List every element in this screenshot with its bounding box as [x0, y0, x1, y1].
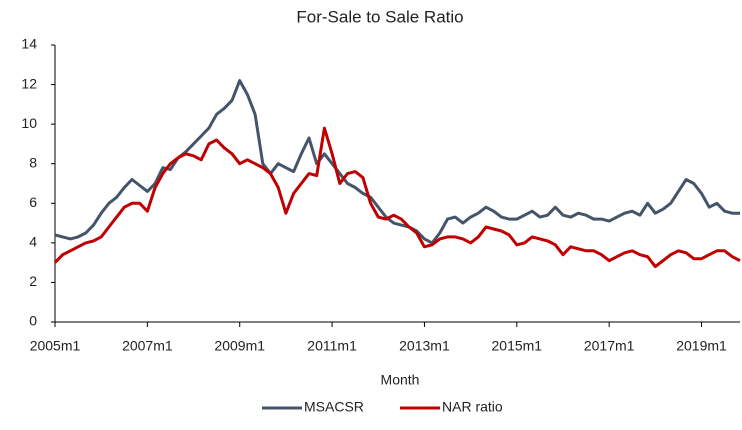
- y-tick-label: 0: [29, 313, 37, 329]
- y-tick-label: 10: [21, 115, 37, 131]
- y-tick-label: 6: [29, 194, 37, 210]
- chart-title: For-Sale to Sale Ratio: [296, 7, 463, 26]
- y-tick-label: 2: [29, 273, 37, 289]
- x-tick-label: 2019m1: [676, 338, 727, 354]
- y-tick-label: 12: [21, 75, 37, 91]
- y-tick-label: 8: [29, 154, 37, 170]
- x-axis-label: Month: [381, 372, 420, 388]
- y-tick-label: 4: [29, 234, 37, 250]
- legend-label: NAR ratio: [442, 399, 503, 415]
- x-tick-label: 2009m1: [214, 338, 265, 354]
- y-tick-label: 14: [21, 36, 37, 52]
- series-line: [53, 126, 741, 269]
- x-tick-label: 2017m1: [584, 338, 635, 354]
- x-tick-label: 2007m1: [122, 338, 173, 354]
- series-line: [54, 79, 740, 245]
- x-tick-label: 2015m1: [492, 338, 543, 354]
- x-tick-label: 2005m1: [30, 338, 81, 354]
- x-tick-label: 2013m1: [399, 338, 450, 354]
- x-tick-label: 2011m1: [307, 338, 357, 354]
- legend-label: MSACSR: [304, 399, 364, 415]
